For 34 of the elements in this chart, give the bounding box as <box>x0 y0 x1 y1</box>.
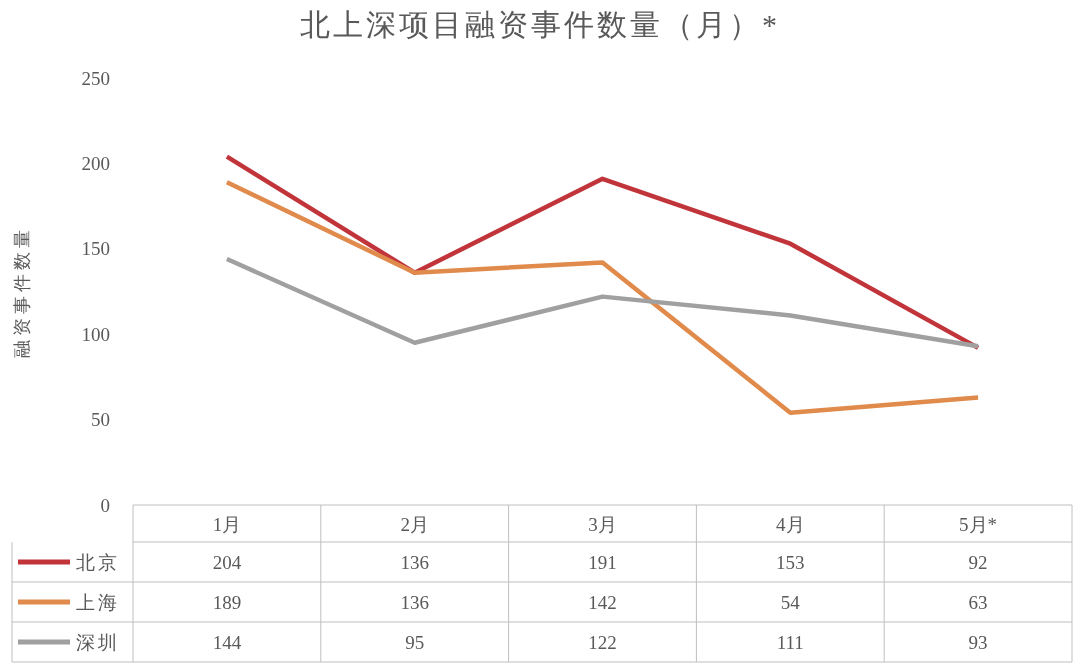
data-label: 136 <box>400 552 429 573</box>
y-tick-label: 100 <box>81 323 110 345</box>
y-tick-label: 250 <box>81 67 110 89</box>
data-label: 95 <box>405 632 425 653</box>
x-tick-label: 2月 <box>400 513 429 535</box>
y-tick-label: 0 <box>100 494 110 516</box>
legend-label: 北京 <box>76 552 120 573</box>
x-tick-label: 1月 <box>212 513 242 535</box>
data-label: 122 <box>588 632 617 653</box>
chart-title: 北上深项目融资事件数量（月）* <box>300 8 780 41</box>
x-tick-label: 3月 <box>588 513 617 535</box>
x-tick-label: 4月 <box>776 513 805 535</box>
data-label: 189 <box>212 592 242 613</box>
y-tick-label: 50 <box>91 409 110 431</box>
data-label: 204 <box>212 552 242 573</box>
data-label: 63 <box>968 592 988 613</box>
y-tick-label: 150 <box>81 238 110 260</box>
y-axis-title: 融资事件数量 <box>12 225 32 358</box>
line-series <box>224 154 981 351</box>
data-label: 92 <box>968 552 988 573</box>
data-label: 144 <box>212 632 242 653</box>
data-label: 54 <box>780 592 801 613</box>
y-tick-label: 200 <box>81 152 110 174</box>
legend-label: 上海 <box>76 592 120 613</box>
data-label: 142 <box>588 592 617 613</box>
line-series <box>224 179 981 416</box>
legend-label: 深圳 <box>76 632 120 653</box>
data-label: 191 <box>588 552 617 573</box>
data-label: 93 <box>968 632 988 653</box>
data-label: 111 <box>776 632 804 653</box>
data-label: 136 <box>400 592 429 613</box>
x-tick-label: 5月* <box>959 513 998 535</box>
data-label: 153 <box>776 552 805 573</box>
line-series <box>224 256 981 349</box>
